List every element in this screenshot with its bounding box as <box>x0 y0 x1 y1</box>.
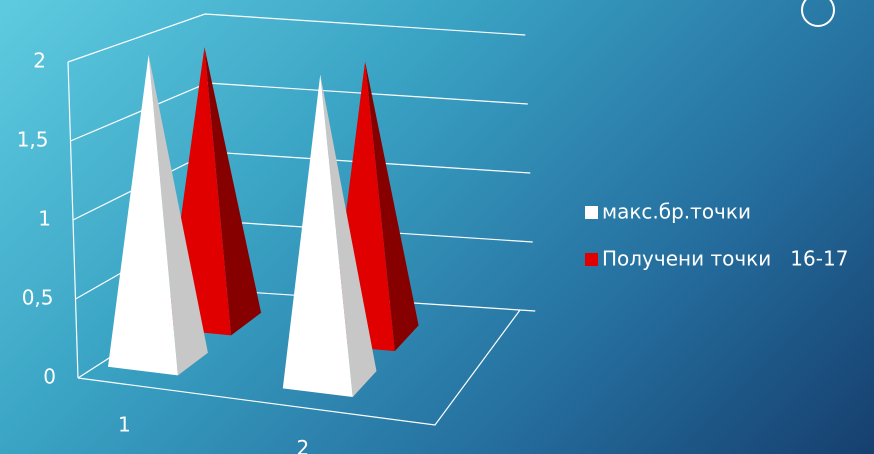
legend-label: Получени точки 16-17 <box>602 247 848 271</box>
pyramid-side <box>148 54 208 376</box>
decoration <box>801 0 835 27</box>
grid-line <box>67 13 526 63</box>
y-tick-label: 1 <box>38 207 51 231</box>
legend-label: макс.бр.точки <box>602 200 751 224</box>
pyramid-side <box>320 74 377 397</box>
pyramid-side <box>204 47 262 336</box>
legend-swatch <box>585 206 598 219</box>
floor <box>77 309 521 426</box>
y-tick-label: 0,5 <box>22 286 54 310</box>
legend-swatch <box>585 253 598 266</box>
y-tick-label: 0 <box>43 365 56 389</box>
x-tick-label: 2 <box>297 436 310 454</box>
pyramid-front <box>108 54 178 376</box>
y-tick-label: 1,5 <box>17 128 49 152</box>
pyramid-front <box>282 74 353 397</box>
x-tick-label: 1 <box>118 413 131 437</box>
pyramid-side <box>365 61 419 352</box>
y-tick-label: 2 <box>33 49 46 73</box>
